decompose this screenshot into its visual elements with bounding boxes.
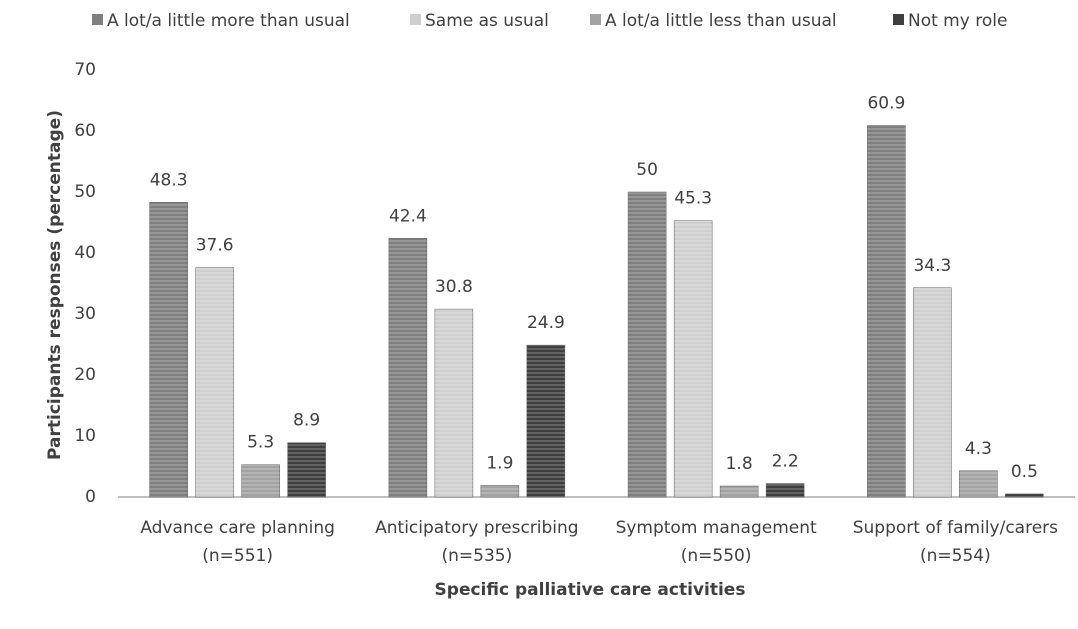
x-tick-label: (n=550) [681, 546, 752, 566]
value-label: 2.2 [772, 452, 799, 472]
bar-texture [241, 464, 280, 497]
x-tick-label: Symptom management [616, 518, 817, 538]
bar-texture [674, 220, 713, 498]
y-tick-label: 30 [74, 304, 96, 324]
bar-texture [1005, 493, 1044, 497]
bar-texture [388, 238, 427, 498]
bar-texture [195, 267, 234, 497]
legend-swatch [893, 14, 904, 25]
bar-texture [766, 483, 805, 497]
x-tick-label: Anticipatory prescribing [375, 518, 578, 538]
bar-texture [867, 125, 906, 497]
value-label: 42.4 [389, 206, 427, 226]
y-tick-label: 60 [74, 121, 96, 141]
value-label: 5.3 [247, 433, 274, 453]
y-tick-label: 50 [74, 182, 96, 202]
legend-label: Same as usual [425, 11, 549, 31]
x-axis-title: Specific palliative care activities [435, 580, 746, 600]
bar-texture [959, 470, 998, 497]
value-label: 24.9 [527, 313, 565, 333]
value-label: 4.3 [965, 439, 992, 459]
bar-texture [720, 486, 759, 497]
value-label: 50 [636, 160, 658, 180]
bar-texture [434, 309, 473, 497]
y-axis-title: Participants responses (percentage) [45, 110, 65, 460]
value-label: 1.9 [486, 453, 513, 473]
legend-label: A lot/a little more than usual [107, 11, 350, 31]
x-tick-label: (n=551) [202, 546, 273, 566]
value-label: 30.8 [435, 277, 473, 297]
legend-swatch [410, 14, 421, 25]
x-tick-label: (n=535) [442, 546, 513, 566]
bar-texture [526, 345, 565, 497]
value-label: 1.8 [726, 454, 753, 474]
value-label: 45.3 [674, 189, 712, 209]
legend-swatch [92, 14, 103, 25]
value-label: 0.5 [1011, 462, 1038, 482]
value-label: 34.3 [913, 256, 951, 276]
x-tick-label: Support of family/carers [853, 518, 1058, 538]
bar-texture [913, 287, 952, 497]
x-tick-label: (n=554) [920, 546, 991, 566]
legend-label: A lot/a little less than usual [605, 11, 837, 31]
y-tick-label: 70 [74, 60, 96, 80]
y-tick-label: 20 [74, 365, 96, 385]
value-label: 37.6 [196, 236, 234, 256]
bar-texture [287, 442, 326, 497]
legend-swatch [590, 14, 601, 25]
legend-label: Not my role [908, 11, 1007, 31]
bar-texture [480, 485, 519, 497]
x-tick-label: Advance care planning [140, 518, 335, 538]
y-tick-label: 10 [74, 426, 96, 446]
y-tick-label: 0 [85, 487, 96, 507]
bar-texture [628, 192, 667, 497]
value-label: 48.3 [150, 170, 188, 190]
y-tick-label: 40 [74, 243, 96, 263]
value-label: 60.9 [867, 94, 905, 114]
bar-texture [149, 202, 188, 497]
value-label: 8.9 [293, 411, 320, 431]
